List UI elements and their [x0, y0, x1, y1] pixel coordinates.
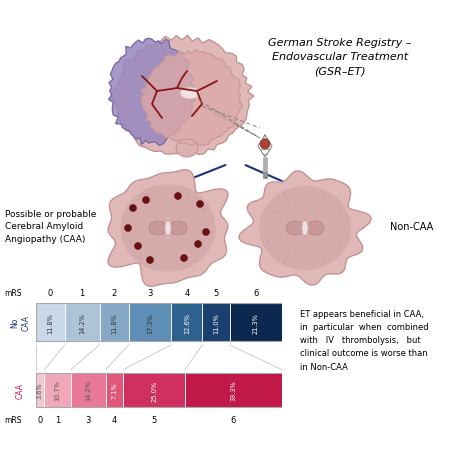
Text: 11.8%: 11.8%	[111, 312, 117, 333]
Bar	[172, 304, 202, 342]
Bar	[185, 373, 282, 407]
Circle shape	[135, 243, 142, 250]
Text: CAA: CAA	[16, 382, 25, 398]
Ellipse shape	[260, 140, 270, 150]
Text: 10.7%: 10.7%	[55, 380, 61, 400]
Text: German Stroke Registry –
Endovascular Treatment
(GSR–ET): German Stroke Registry – Endovascular Tr…	[268, 38, 412, 76]
Polygon shape	[109, 39, 195, 146]
Circle shape	[146, 257, 154, 264]
Text: 11.8%: 11.8%	[47, 312, 53, 333]
Text: 6: 6	[253, 289, 258, 298]
Circle shape	[197, 201, 203, 208]
Ellipse shape	[165, 221, 171, 235]
Ellipse shape	[149, 221, 167, 235]
Bar	[100, 304, 129, 342]
Bar	[71, 373, 106, 407]
Text: Possible or probable
Cerebral Amyloid
Angiopathy (CAA): Possible or probable Cerebral Amyloid An…	[5, 210, 96, 244]
Text: 0: 0	[47, 289, 53, 298]
Text: 1: 1	[80, 289, 85, 298]
Ellipse shape	[176, 140, 198, 158]
Text: 3: 3	[147, 289, 153, 298]
Ellipse shape	[302, 221, 308, 235]
Text: 3: 3	[86, 415, 91, 424]
Circle shape	[194, 241, 201, 248]
Bar	[45, 373, 71, 407]
Text: 1: 1	[55, 415, 60, 424]
Polygon shape	[108, 170, 228, 287]
Bar	[64, 304, 100, 342]
Bar	[229, 304, 282, 342]
Circle shape	[202, 229, 210, 236]
Text: 5: 5	[152, 415, 157, 424]
Text: 14.2%: 14.2%	[79, 312, 85, 333]
Circle shape	[181, 255, 188, 262]
Text: 4: 4	[112, 415, 117, 424]
Polygon shape	[111, 36, 254, 157]
Polygon shape	[121, 186, 215, 272]
Bar	[36, 304, 282, 342]
Bar	[123, 373, 185, 407]
Text: 4: 4	[184, 289, 190, 298]
Text: 17.3%: 17.3%	[147, 312, 153, 333]
Polygon shape	[239, 171, 371, 285]
Text: 25.0%: 25.0%	[151, 380, 157, 400]
Ellipse shape	[169, 221, 187, 235]
Text: 2: 2	[111, 289, 117, 298]
Text: 14.2%: 14.2%	[85, 380, 91, 400]
Text: mRS: mRS	[5, 415, 22, 424]
Ellipse shape	[306, 221, 324, 235]
Bar	[129, 304, 172, 342]
Text: Non-CAA: Non-CAA	[390, 221, 433, 231]
Polygon shape	[260, 187, 350, 270]
Text: 21.3%: 21.3%	[253, 312, 259, 333]
Text: 12.6%: 12.6%	[184, 312, 190, 333]
Bar	[36, 373, 282, 407]
Text: 6: 6	[231, 415, 236, 424]
Text: mRS: mRS	[5, 289, 22, 298]
Text: 3.6%: 3.6%	[37, 382, 43, 399]
Text: 0: 0	[37, 415, 43, 424]
Bar	[106, 373, 123, 407]
Text: No
CAA: No CAA	[10, 314, 30, 331]
Circle shape	[143, 197, 149, 204]
Circle shape	[174, 193, 182, 200]
Ellipse shape	[286, 221, 304, 235]
Text: ET appears beneficial in CAA,
in  particular  when  combined
with   IV   thrombo: ET appears beneficial in CAA, in particu…	[300, 309, 428, 371]
Circle shape	[129, 205, 137, 212]
Polygon shape	[141, 51, 243, 146]
Bar	[36, 304, 64, 342]
Bar	[202, 304, 229, 342]
Text: 7.1%: 7.1%	[111, 382, 118, 399]
Text: 5: 5	[213, 289, 219, 298]
Text: 39.3%: 39.3%	[230, 380, 237, 400]
Circle shape	[125, 225, 131, 232]
Ellipse shape	[180, 88, 200, 100]
Bar	[36, 373, 45, 407]
Text: 11.0%: 11.0%	[213, 312, 219, 333]
